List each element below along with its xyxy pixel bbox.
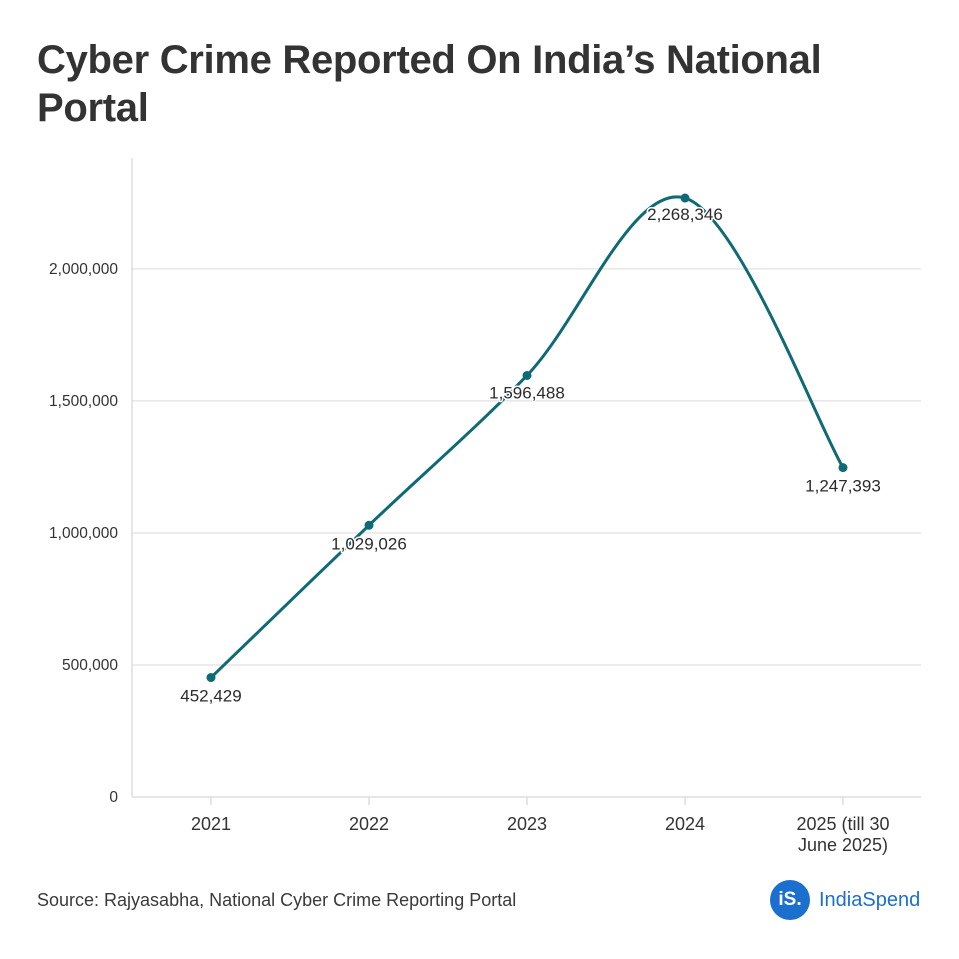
y-tick-label: 500,000: [62, 657, 118, 674]
y-tick-label: 0: [109, 789, 118, 806]
data-label: 2,268,346: [647, 205, 723, 224]
data-point: [680, 193, 690, 203]
x-tick-label: 2022: [349, 814, 389, 834]
data-labels: 452,429 1,029,026 1,596,488 2,268,346 1,247,…: [179, 204, 883, 707]
x-tick-label: 2024: [665, 814, 705, 834]
x-tick-label: 2023: [507, 814, 547, 834]
data-point: [838, 463, 848, 473]
line-chart: 0 500,000 1,000,000 1,500,000 2,000,000 2021 2…: [49, 158, 921, 855]
y-tick-label: 1,500,000: [49, 393, 118, 410]
brand-name: IndiaSpend: [819, 888, 921, 911]
source-note: Source: Rajyasabha, National Cyber Crime…: [37, 890, 517, 910]
series-cyber-crime: [206, 193, 848, 683]
series-line: [209, 195, 845, 680]
data-label: 1,596,488: [489, 383, 565, 402]
y-tick-label: 2,000,000: [49, 261, 118, 278]
gridlines: [132, 268, 921, 666]
data-label: 1,247,393: [805, 477, 881, 496]
data-label: 1,029,026: [331, 534, 407, 553]
x-tick-label: 2025 (till 30 June 2025): [796, 814, 889, 855]
indiaspend-logo-icon: iS.: [770, 880, 810, 920]
x-tick-label: 2021: [191, 814, 231, 834]
data-point: [364, 520, 374, 530]
axes: 0 500,000 1,000,000 1,500,000 2,000,000 2021 2…: [49, 158, 921, 855]
chart-title: Cyber Crime Reported On India’s National…: [37, 38, 822, 130]
data-point: [206, 673, 216, 683]
data-point: [522, 370, 532, 380]
brand-logo: iS. IndiaSpend: [770, 880, 920, 920]
y-tick-label: 1,000,000: [49, 525, 118, 542]
data-label: 452,429: [180, 687, 241, 706]
